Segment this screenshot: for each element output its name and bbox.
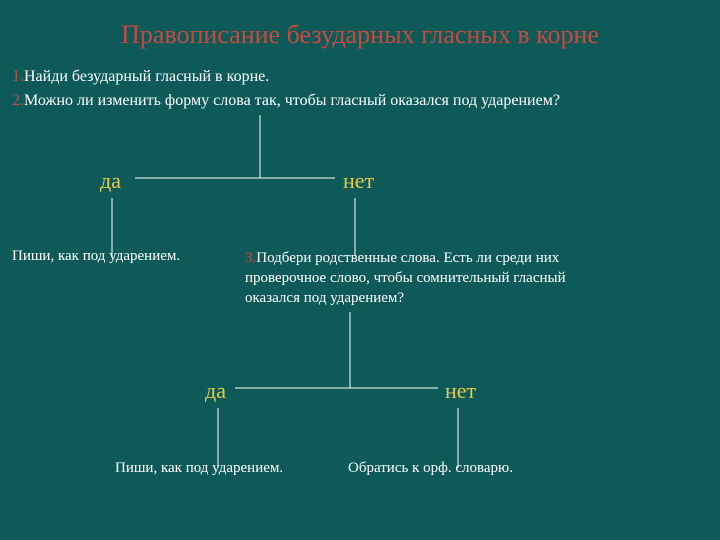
step-3-text-line2: проверочное слово, чтобы сомнительный гл…	[245, 270, 566, 286]
branch-no-2: нет	[445, 378, 476, 404]
step-2: 2.Можно ли изменить форму слова так, что…	[12, 92, 560, 110]
step-2-text: Можно ли изменить форму слова так, чтобы…	[24, 92, 560, 109]
result-yes-2: Пиши, как под ударением.	[115, 460, 283, 477]
branch-no-1: нет	[343, 168, 374, 194]
step-3-text-line3: оказался под ударением?	[245, 290, 404, 306]
step-3-text-line1: Подбери родственные слова. Есть ли среди…	[256, 250, 559, 266]
page-title: Правописание безударных гласных в корне	[0, 20, 720, 50]
step-1-number: 1.	[12, 68, 24, 85]
step-3-number: 3.	[245, 250, 256, 266]
branch-yes-1: да	[100, 168, 121, 194]
result-no-2: Обратись к орф. словарю.	[348, 460, 513, 477]
branch-yes-2: да	[205, 378, 226, 404]
step-2-number: 2.	[12, 92, 24, 109]
step-1: 1.Найди безударный гласный в корне.	[12, 68, 269, 86]
result-yes-1: Пиши, как под ударением.	[12, 248, 180, 265]
step-1-text: Найди безударный гласный в корне.	[24, 68, 269, 85]
step-3: 3.Подбери родственные слова. Есть ли сре…	[245, 248, 675, 308]
